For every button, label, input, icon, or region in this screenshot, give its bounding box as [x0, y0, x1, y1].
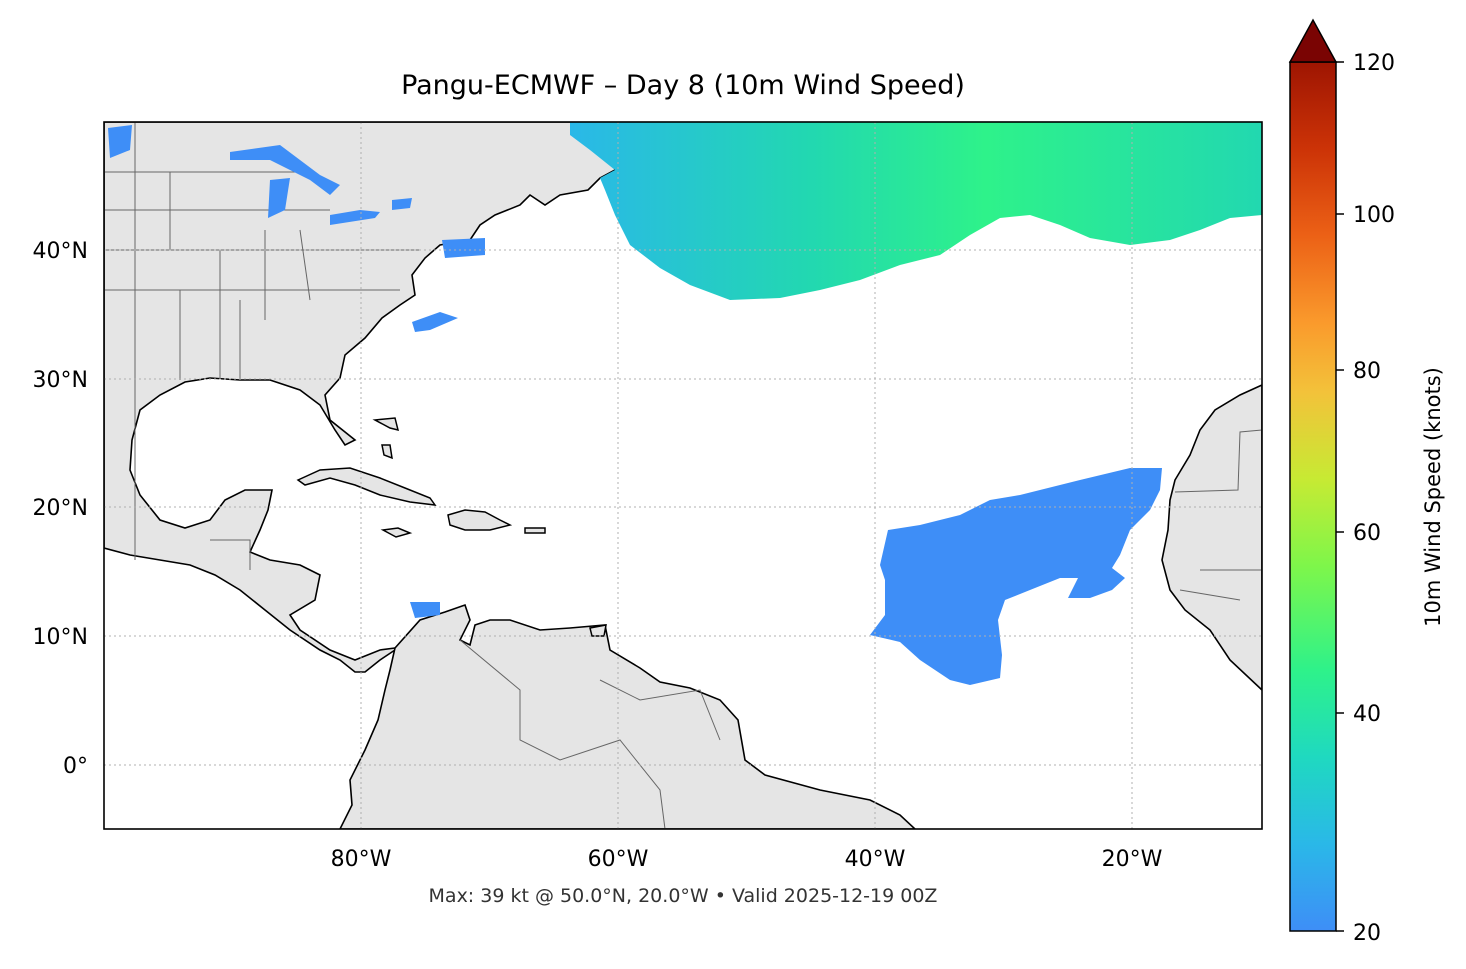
- colorbar-tick-label: 100: [1353, 203, 1395, 228]
- colorbar-tick-label: 60: [1353, 521, 1381, 546]
- lat-tick-label: 20°N: [33, 496, 88, 521]
- lat-tick-label: 40°N: [33, 239, 88, 264]
- lon-tick-labels: 80°W 60°W 40°W 20°W: [331, 847, 1163, 872]
- colorbar-tick-label: 120: [1353, 51, 1395, 76]
- land-jamaica: [380, 527, 413, 538]
- wind-great-lakes: [230, 145, 412, 225]
- land-africa: [1161, 384, 1262, 692]
- map-frame: [103, 121, 1263, 830]
- colorbar-tick-label: 40: [1353, 702, 1381, 727]
- colorbar: 20 40 60 80 100 120 10m Wind Speed (knot…: [1288, 18, 1445, 946]
- footer-info: Max: 39 kt @ 50.0°N, 20.0°W • Valid 2025…: [428, 885, 938, 907]
- wind-north-atlantic-jet: [570, 122, 1262, 300]
- land-cuba: [296, 467, 437, 506]
- lon-tick-label: 40°W: [845, 847, 906, 872]
- lon-tick-label: 80°W: [331, 847, 392, 872]
- land-hispaniola: [447, 509, 513, 531]
- lat-tick-labels: 40°N 30°N 20°N 10°N 0°: [33, 239, 88, 779]
- colorbar-tick-label: 80: [1353, 359, 1381, 384]
- lon-tick-label: 60°W: [588, 847, 649, 872]
- lat-tick-label: 10°N: [33, 625, 88, 650]
- land-south-america: [339, 603, 917, 829]
- colorbar-title: 10m Wind Speed (knots): [1421, 367, 1445, 627]
- map-title: Pangu-ECMWF – Day 8 (10m Wind Speed): [401, 70, 965, 101]
- wind-caribbean-patch: [410, 602, 440, 618]
- colorbar-gradient: [1289, 61, 1337, 932]
- land-north-america: [104, 122, 714, 673]
- lat-tick-label: 0°: [63, 754, 88, 779]
- wind-trade-region: [870, 468, 1162, 685]
- lat-tick-label: 30°N: [33, 368, 88, 393]
- graticule: [104, 122, 1262, 829]
- lon-tick-label: 20°W: [1102, 847, 1163, 872]
- political-borders: [104, 122, 1262, 829]
- colorbar-tick-label: 20: [1353, 921, 1381, 946]
- land-bahamas: [372, 417, 400, 460]
- colorbar-extend-arrow: [1288, 18, 1338, 63]
- land-puerto-rico: [524, 527, 546, 534]
